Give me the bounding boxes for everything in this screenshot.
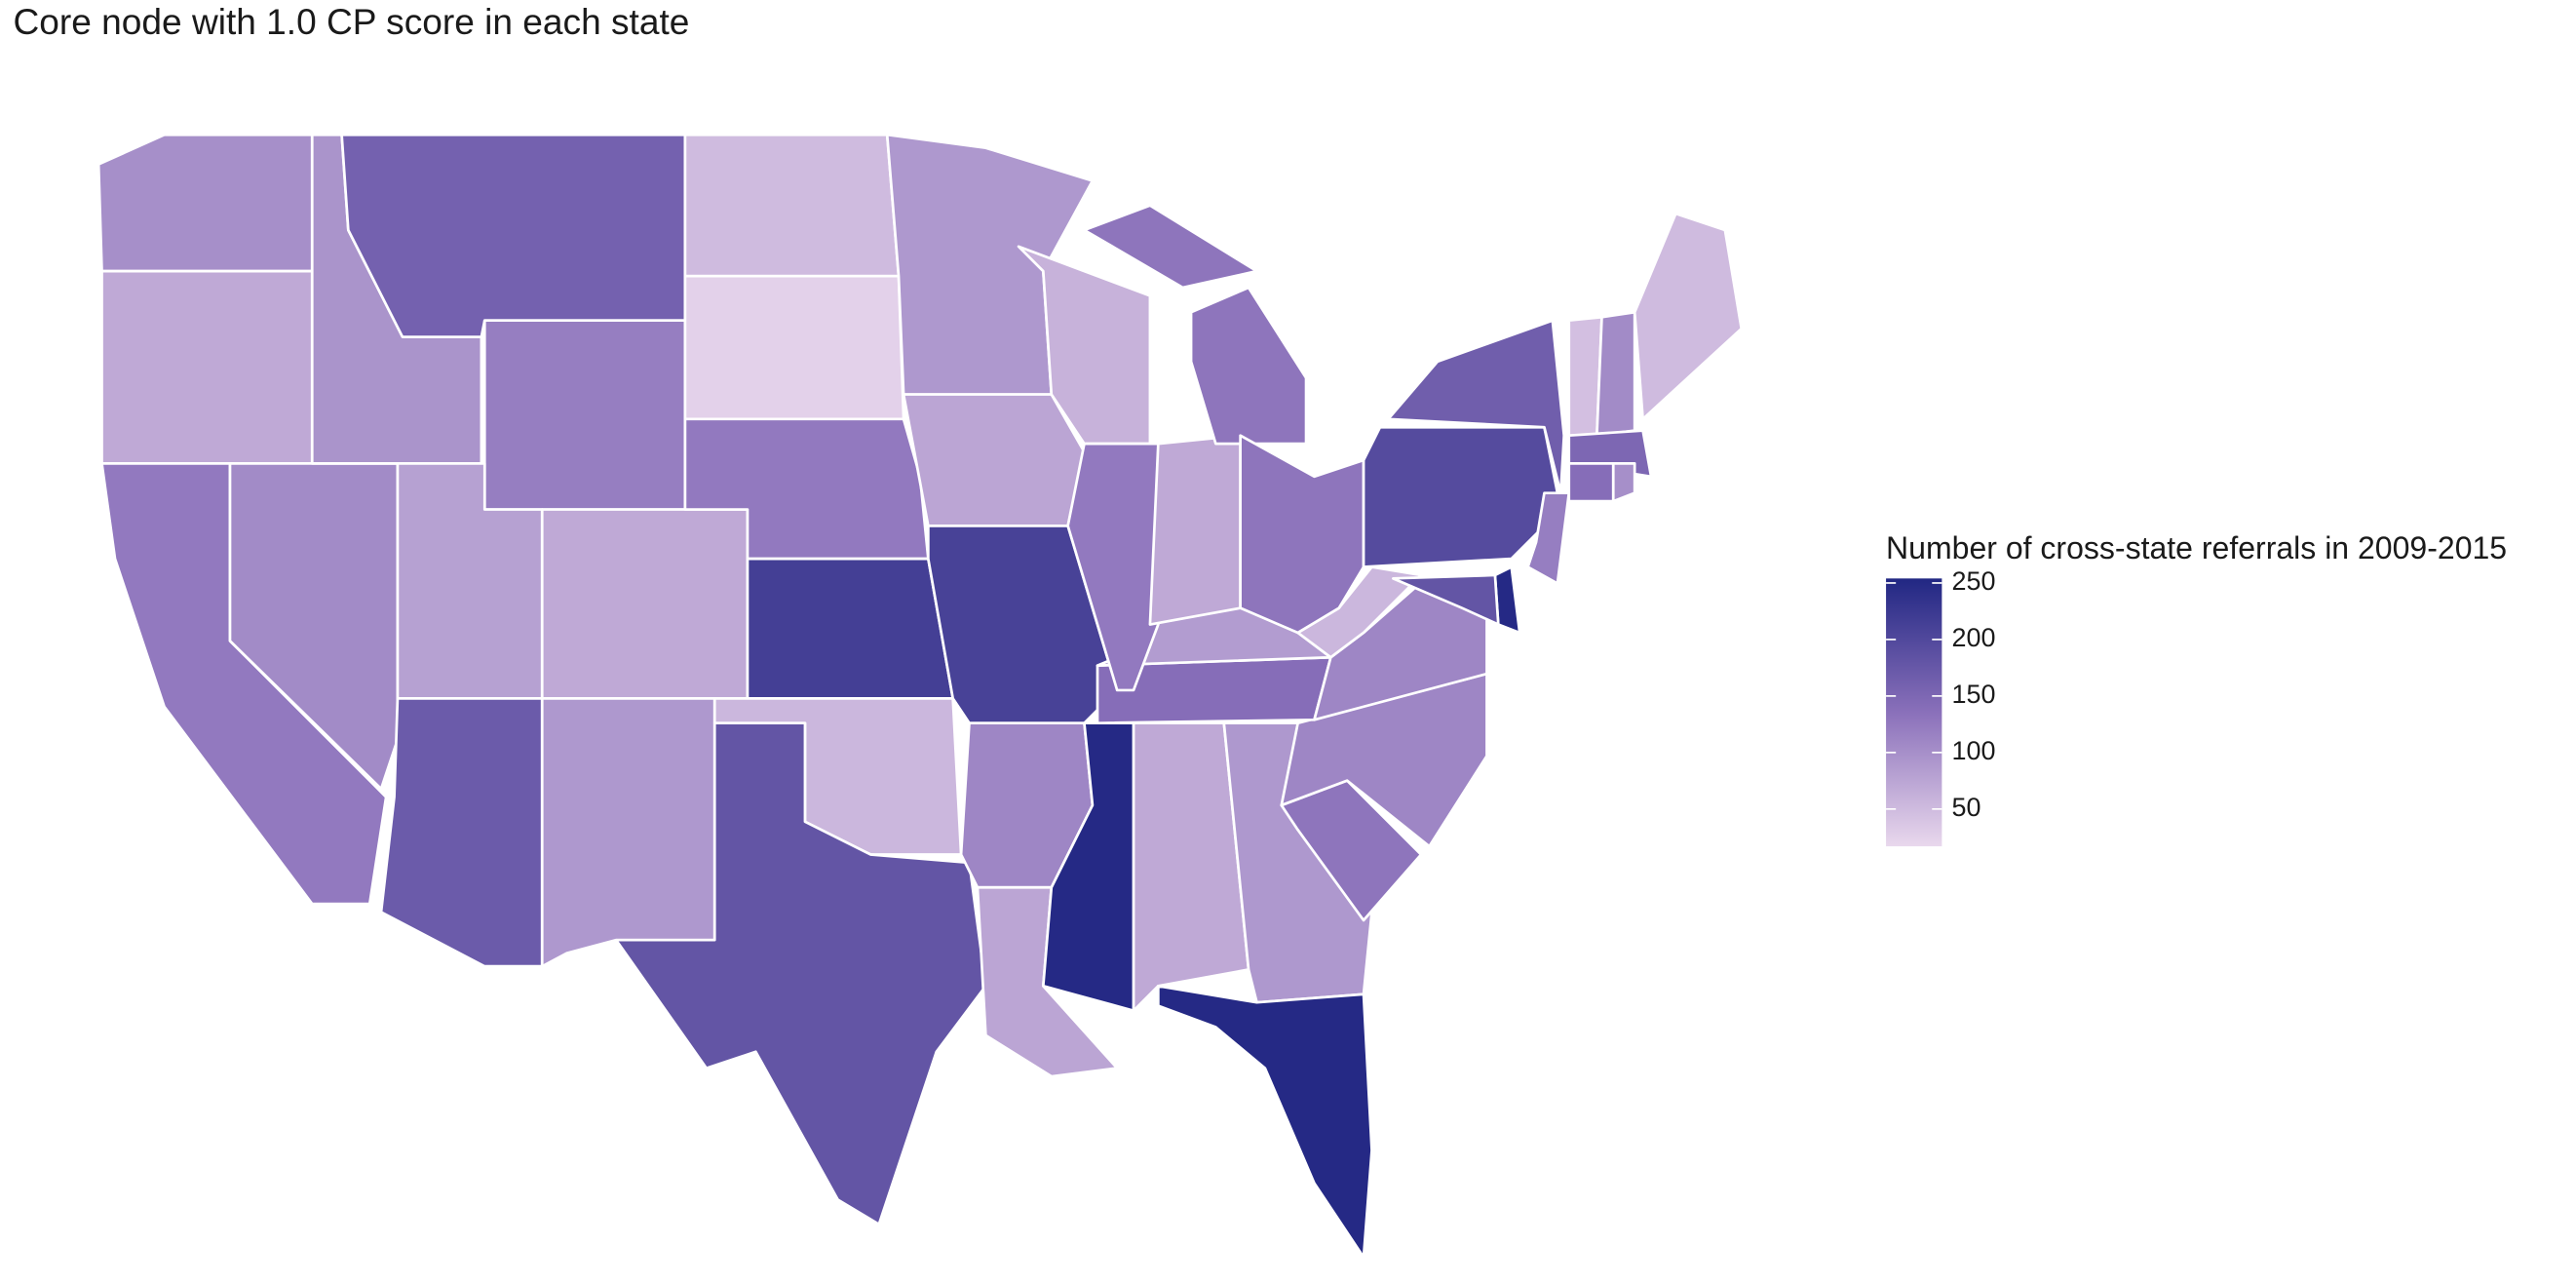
state — [1132, 721, 1250, 1012]
colorbar — [1886, 578, 1942, 847]
colorbar-tick-label: 200 — [1951, 623, 1995, 652]
state — [96, 133, 314, 273]
state — [1362, 425, 1562, 568]
state — [1083, 204, 1308, 446]
state — [683, 133, 901, 278]
states — [96, 133, 1744, 1259]
map-root: Core node with 1.0 CP score in each stat… — [13, 1, 2507, 1259]
chart-title: Core node with 1.0 CP score in each stat… — [13, 1, 689, 42]
state — [1611, 461, 1636, 503]
state — [1567, 461, 1615, 503]
state — [1596, 310, 1636, 438]
state — [100, 269, 314, 465]
state — [1633, 212, 1744, 421]
state — [540, 508, 750, 700]
state — [1156, 985, 1373, 1259]
state — [902, 393, 1086, 527]
state — [1148, 434, 1242, 626]
legend: 50 100 150 200 250 — [1886, 566, 1995, 847]
colorbar-tick-label: 150 — [1951, 680, 1995, 709]
state — [1239, 434, 1365, 635]
state — [683, 274, 905, 421]
state — [379, 697, 544, 968]
colorbar-tick-label: 100 — [1951, 736, 1995, 765]
state — [540, 697, 716, 968]
state — [340, 133, 687, 338]
colorbar-tick-label: 250 — [1951, 566, 1995, 596]
colorbar-tick-label: 50 — [1951, 793, 1980, 822]
state — [1392, 573, 1500, 626]
state — [1526, 491, 1571, 585]
state — [746, 557, 954, 700]
state — [614, 721, 987, 1226]
state — [482, 319, 687, 511]
state — [1386, 319, 1566, 495]
legend-title: Number of cross-state referrals in 2009-… — [1886, 530, 2507, 565]
